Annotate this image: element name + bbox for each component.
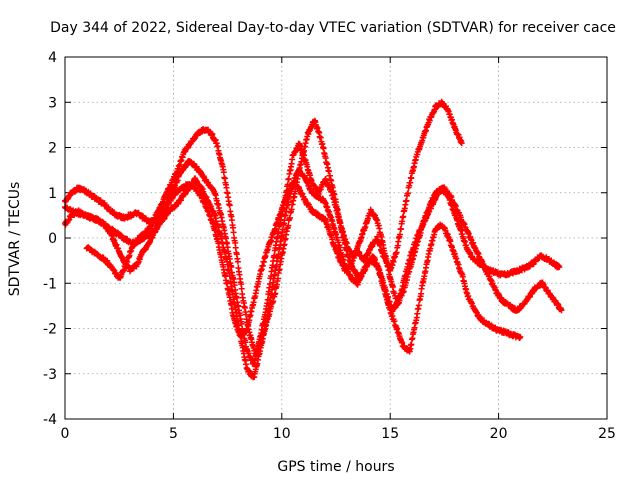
x-axis-label: GPS time / hours bbox=[277, 459, 394, 475]
data-series-4 bbox=[62, 179, 563, 340]
y-tick-label: 4 bbox=[48, 50, 57, 66]
x-tick-label: 5 bbox=[169, 426, 178, 442]
y-tick-label: 3 bbox=[48, 95, 57, 111]
data-series bbox=[62, 98, 565, 381]
x-tick-label: 20 bbox=[490, 426, 508, 442]
plot-frame bbox=[64, 56, 608, 420]
y-tick-label: 1 bbox=[48, 186, 57, 202]
y-axis-label: SDTVAR / TECUs bbox=[7, 182, 23, 297]
y-tick-label: 2 bbox=[48, 141, 57, 157]
y-tick-label: -4 bbox=[43, 412, 57, 428]
x-tick-label: 25 bbox=[598, 426, 616, 442]
series-markers bbox=[83, 117, 565, 360]
series-markers bbox=[62, 179, 563, 340]
x-tick-label: 10 bbox=[273, 426, 291, 442]
x-tick-label: 0 bbox=[61, 426, 70, 442]
data-series-3 bbox=[83, 117, 565, 360]
y-tick-label: -1 bbox=[43, 276, 57, 292]
y-tick-label: -2 bbox=[43, 322, 57, 338]
y-tick-label: -3 bbox=[43, 367, 57, 383]
x-tick-label: 15 bbox=[381, 426, 399, 442]
chart-title: Day 344 of 2022, Sidereal Day-to-day VTE… bbox=[50, 20, 616, 36]
y-tick-label: 0 bbox=[48, 231, 57, 247]
